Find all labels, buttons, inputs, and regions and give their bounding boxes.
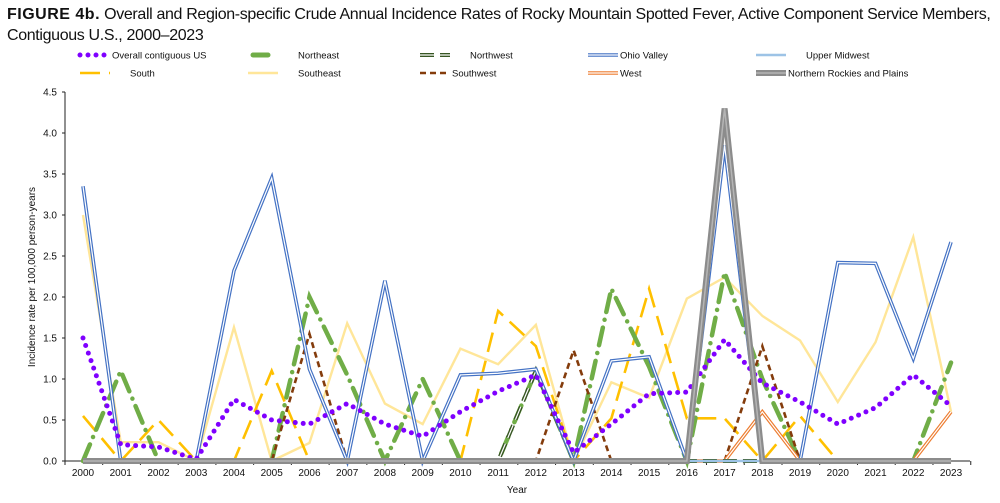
- legend-label: Northwest: [470, 51, 513, 62]
- legend-label: Overall contiguous US: [112, 51, 207, 62]
- chart-title: FIGURE 4b. Overall and Region-specific C…: [7, 4, 997, 46]
- legend-item: Southwest: [420, 69, 497, 80]
- title-text: Overall and Region-specific Crude Annual…: [7, 6, 991, 44]
- legend-label: Ohio Valley: [620, 51, 668, 62]
- series-ohio-valley: [81, 145, 953, 468]
- y-tick-label: 3.0: [43, 211, 57, 222]
- y-tick-label: 2.5: [43, 252, 57, 263]
- series-line: [80, 335, 954, 463]
- legend-label: West: [620, 69, 642, 80]
- y-tick-label: 3.5: [43, 170, 57, 181]
- series-lines: [80, 108, 954, 469]
- legend-item: Northeast: [250, 51, 340, 62]
- y-tick-label: 1.5: [43, 334, 57, 345]
- axes: 0.0 0.5 1.0 1.5 2.0 2.5 3.0 3.5 4.0 4.5 2000 2001 20…: [43, 88, 972, 479]
- figure-label: FIGURE 4b.: [7, 6, 101, 23]
- legend: Overall contiguous US Northeast Northwest O…: [77, 51, 909, 80]
- legend-item: Upper Midwest: [756, 51, 870, 62]
- legend-label: Northeast: [298, 51, 340, 62]
- x-tick-label: 2017: [713, 468, 736, 479]
- x-tick-label: 2015: [638, 468, 661, 479]
- x-tick-label: 2006: [298, 468, 321, 479]
- series-line: [81, 214, 953, 465]
- x-tick-label: 2014: [600, 468, 623, 479]
- y-tick-label: 1.0: [43, 375, 57, 386]
- x-tick-label: 2022: [902, 468, 925, 479]
- x-tick-label: 2020: [827, 468, 850, 479]
- x-tick-label: 2005: [261, 468, 284, 479]
- legend-label: Southeast: [298, 69, 341, 80]
- x-tick-label: 2000: [72, 468, 95, 479]
- x-tick-label: 2012: [525, 468, 548, 479]
- series-northern-rockies-and-plains: [83, 108, 952, 464]
- legend-item: South: [80, 69, 155, 80]
- x-tick-label: 2021: [864, 468, 887, 479]
- legend-label: Southwest: [452, 69, 497, 80]
- x-axis-label: Year: [507, 485, 528, 496]
- y-tick-label: 4.5: [43, 88, 57, 99]
- y-tick-label: 4.0: [43, 129, 57, 140]
- y-axis-label: Incidence rate per 100,000 person-years: [27, 187, 38, 367]
- x-tick-label: 2018: [751, 468, 774, 479]
- x-tick-label: 2003: [185, 468, 208, 479]
- series-line: [83, 108, 952, 464]
- legend-item: Northern Rockies and Plains: [756, 69, 909, 80]
- x-tick-label: 2010: [449, 468, 472, 479]
- x-tick-label: 2004: [223, 468, 246, 479]
- y-tick-label: 2.0: [43, 293, 57, 304]
- legend-label: Upper Midwest: [806, 51, 870, 62]
- legend-label: Northern Rockies and Plains: [788, 69, 909, 80]
- x-tick-label: 2001: [110, 468, 133, 479]
- series-southeast: [81, 214, 953, 465]
- y-tick-label: 0.0: [43, 457, 57, 468]
- x-tick-label: 2016: [676, 468, 699, 479]
- x-tick-label: 2023: [940, 468, 963, 479]
- series-line: [83, 108, 952, 462]
- legend-label: South: [130, 69, 155, 80]
- legend-item: Overall contiguous US: [77, 51, 207, 62]
- legend-item: Ohio Valley: [588, 51, 668, 62]
- x-tick-label: 2009: [412, 468, 435, 479]
- x-tick-label: 2008: [374, 468, 397, 479]
- x-tick-label: 2019: [789, 468, 812, 479]
- x-tick-label: 2007: [336, 468, 359, 479]
- legend-item: Northwest: [420, 51, 513, 62]
- series-overall-contiguous-us: [80, 335, 954, 463]
- y-tick-label: 0.5: [43, 416, 57, 427]
- series-line: [82, 145, 952, 464]
- x-tick-label: 2002: [147, 468, 170, 479]
- x-tick-label: 2013: [562, 468, 585, 479]
- x-tick-label: 2011: [487, 468, 509, 479]
- legend-item: Southeast: [248, 69, 341, 80]
- legend-item: West: [588, 69, 642, 80]
